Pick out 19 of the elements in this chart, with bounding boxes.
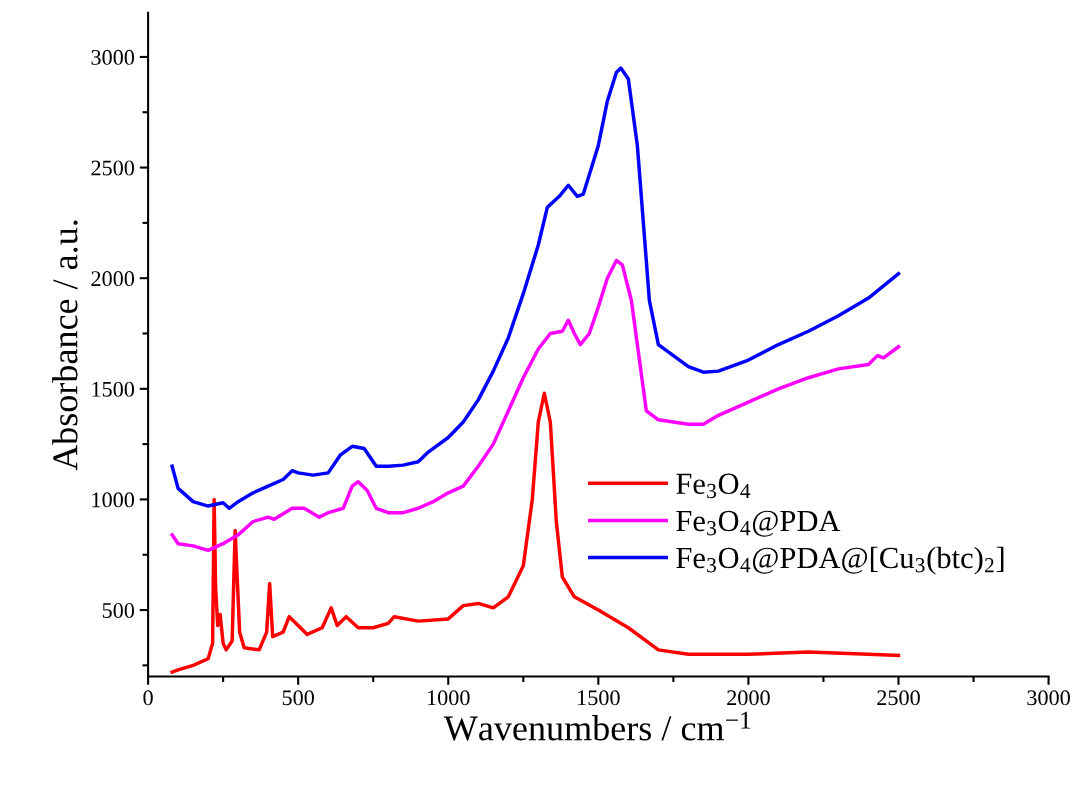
- x-tick-label: 500: [282, 690, 314, 706]
- y-tick-label: 1000: [92, 492, 135, 508]
- text: Fe$_{3}$O$_{4}$@PDA@[Cu$_{3}$(btc)$_{2}$]: [676, 546, 1004, 575]
- line-series: [170, 66, 901, 511]
- x-tick-label: 0: [143, 690, 153, 706]
- legend-label: Fe$_{3}$O$_{4}$@PDA: [676, 510, 841, 537]
- y-tick-label: 3000: [91, 49, 135, 65]
- x-tick-label: 2000: [727, 690, 770, 706]
- x-tick-label: 3000: [1027, 690, 1070, 706]
- x-tick-label: 2500: [877, 690, 920, 706]
- x-tick-label: 1000: [427, 690, 470, 706]
- y-tick-label: 1500: [92, 381, 135, 397]
- y-tick-label: 2500: [91, 160, 135, 176]
- y-tick-label: 500: [102, 602, 135, 618]
- y-tick-label: 2000: [91, 271, 135, 287]
- x-tick-label: 1500: [578, 690, 620, 706]
- y-axis-title: Absorbance / a.u.: [52, 220, 78, 471]
- x-axis-title: Wavenumbers / cm$^{−1}$: [443, 711, 751, 741]
- legend-label: Fe$_{3}$O$_{4}$: [676, 473, 751, 499]
